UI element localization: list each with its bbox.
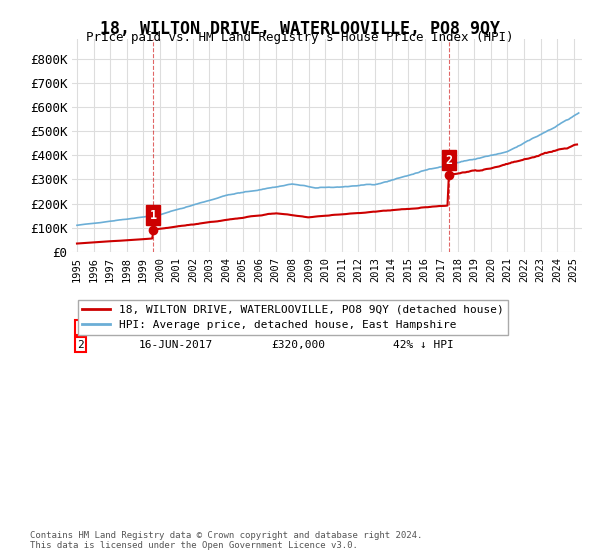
Text: 2: 2 [77, 339, 84, 349]
Text: 18, WILTON DRIVE, WATERLOOVILLE, PO8 9QY: 18, WILTON DRIVE, WATERLOOVILLE, PO8 9QY [100, 20, 500, 38]
Text: 16-JUN-2017: 16-JUN-2017 [139, 339, 212, 349]
Text: 1: 1 [77, 323, 84, 333]
Text: £320,000: £320,000 [271, 339, 325, 349]
Text: 48% ↓ HPI: 48% ↓ HPI [394, 323, 454, 333]
Text: 11-AUG-1999: 11-AUG-1999 [139, 323, 212, 333]
Legend: 18, WILTON DRIVE, WATERLOOVILLE, PO8 9QY (detached house), HPI: Average price, d: 18, WILTON DRIVE, WATERLOOVILLE, PO8 9QY… [77, 300, 508, 334]
Text: £92,000: £92,000 [271, 323, 318, 333]
Text: 42% ↓ HPI: 42% ↓ HPI [394, 339, 454, 349]
Text: 1: 1 [149, 209, 157, 222]
Text: Price paid vs. HM Land Registry's House Price Index (HPI): Price paid vs. HM Land Registry's House … [86, 31, 514, 44]
Text: Contains HM Land Registry data © Crown copyright and database right 2024.
This d: Contains HM Land Registry data © Crown c… [30, 530, 422, 550]
Text: 2: 2 [445, 153, 452, 167]
